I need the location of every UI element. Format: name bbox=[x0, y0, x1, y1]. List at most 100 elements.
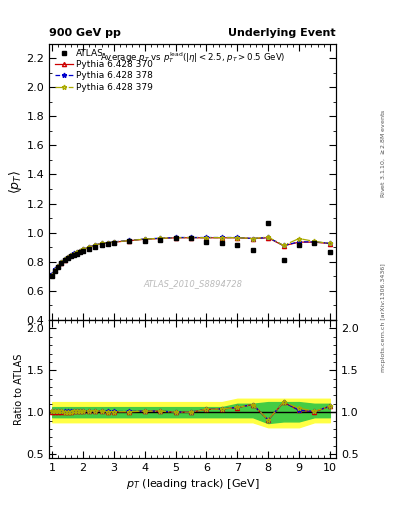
Pythia 6.428 370 bbox=[81, 246, 85, 252]
Pythia 6.428 379 bbox=[204, 234, 209, 241]
Pythia 6.428 378 bbox=[142, 236, 147, 242]
ATLAS bbox=[59, 260, 64, 266]
Text: Average $p_T$ vs $p_T^{\mathrm{lead}}$($|\eta| < 2.5$, $p_T > 0.5$ GeV): Average $p_T$ vs $p_T^{\mathrm{lead}}$($… bbox=[100, 51, 285, 66]
Pythia 6.428 379 bbox=[93, 242, 98, 248]
Pythia 6.428 378 bbox=[266, 234, 270, 241]
ATLAS bbox=[281, 257, 286, 263]
Pythia 6.428 370 bbox=[50, 272, 55, 278]
Pythia 6.428 378 bbox=[93, 242, 98, 248]
Pythia 6.428 379 bbox=[65, 254, 70, 261]
Pythia 6.428 379 bbox=[250, 236, 255, 242]
Line: ATLAS: ATLAS bbox=[50, 221, 332, 278]
ATLAS bbox=[112, 240, 116, 246]
Pythia 6.428 370 bbox=[62, 257, 67, 263]
Pythia 6.428 379 bbox=[327, 241, 332, 247]
ATLAS bbox=[81, 248, 85, 254]
ATLAS bbox=[235, 242, 240, 248]
Line: Pythia 6.428 379: Pythia 6.428 379 bbox=[50, 234, 332, 277]
ATLAS bbox=[105, 241, 110, 247]
ATLAS bbox=[56, 264, 61, 270]
Text: 900 GeV pp: 900 GeV pp bbox=[49, 28, 121, 38]
Text: Rivet 3.1.10, $\geq$2.8M events: Rivet 3.1.10, $\geq$2.8M events bbox=[379, 109, 387, 198]
Pythia 6.428 378 bbox=[53, 266, 58, 272]
Pythia 6.428 370 bbox=[297, 239, 301, 245]
ATLAS bbox=[87, 246, 92, 252]
ATLAS bbox=[250, 247, 255, 253]
Pythia 6.428 378 bbox=[75, 249, 79, 255]
Pythia 6.428 370 bbox=[93, 242, 98, 248]
ATLAS bbox=[62, 257, 67, 263]
Pythia 6.428 370 bbox=[72, 251, 76, 257]
Pythia 6.428 378 bbox=[72, 250, 76, 257]
Pythia 6.428 370 bbox=[281, 243, 286, 249]
Pythia 6.428 378 bbox=[59, 259, 64, 265]
Pythia 6.428 370 bbox=[220, 234, 224, 241]
Pythia 6.428 378 bbox=[127, 238, 132, 244]
Pythia 6.428 370 bbox=[189, 234, 193, 241]
Y-axis label: Ratio to ATLAS: Ratio to ATLAS bbox=[14, 353, 24, 425]
ATLAS bbox=[312, 240, 317, 246]
Pythia 6.428 370 bbox=[250, 236, 255, 242]
Pythia 6.428 379 bbox=[266, 234, 270, 240]
Pythia 6.428 379 bbox=[142, 236, 147, 242]
Pythia 6.428 378 bbox=[220, 234, 224, 241]
Pythia 6.428 370 bbox=[68, 252, 73, 259]
Pythia 6.428 379 bbox=[312, 239, 317, 245]
Pythia 6.428 379 bbox=[56, 263, 61, 269]
Pythia 6.428 370 bbox=[112, 239, 116, 245]
Pythia 6.428 370 bbox=[87, 244, 92, 250]
ATLAS bbox=[327, 249, 332, 255]
Pythia 6.428 370 bbox=[127, 238, 132, 244]
Pythia 6.428 379 bbox=[127, 238, 132, 244]
Text: ATLAS_2010_S8894728: ATLAS_2010_S8894728 bbox=[143, 280, 242, 289]
Pythia 6.428 379 bbox=[158, 236, 163, 242]
Y-axis label: $\langle p_T \rangle$: $\langle p_T \rangle$ bbox=[7, 169, 24, 194]
ATLAS bbox=[204, 239, 209, 245]
Pythia 6.428 379 bbox=[53, 267, 58, 273]
Text: mcplots.cern.ch [arXiv:1306.3436]: mcplots.cern.ch [arXiv:1306.3436] bbox=[381, 263, 386, 372]
Pythia 6.428 379 bbox=[75, 249, 79, 255]
Pythia 6.428 379 bbox=[62, 257, 67, 263]
Pythia 6.428 378 bbox=[77, 247, 82, 253]
ATLAS bbox=[68, 253, 73, 259]
Pythia 6.428 370 bbox=[204, 234, 209, 241]
ATLAS bbox=[127, 239, 132, 245]
X-axis label: $p_T$ (leading track) [GeV]: $p_T$ (leading track) [GeV] bbox=[126, 477, 259, 492]
Pythia 6.428 370 bbox=[59, 260, 64, 266]
ATLAS bbox=[220, 240, 224, 246]
Pythia 6.428 378 bbox=[50, 271, 55, 277]
Pythia 6.428 379 bbox=[81, 246, 85, 252]
Pythia 6.428 378 bbox=[62, 256, 67, 262]
Pythia 6.428 379 bbox=[112, 239, 116, 245]
Text: Underlying Event: Underlying Event bbox=[228, 28, 336, 38]
Pythia 6.428 379 bbox=[50, 271, 55, 278]
Pythia 6.428 370 bbox=[312, 239, 317, 245]
Pythia 6.428 379 bbox=[220, 234, 224, 241]
Pythia 6.428 378 bbox=[204, 234, 209, 241]
Pythia 6.428 370 bbox=[99, 241, 104, 247]
Pythia 6.428 379 bbox=[189, 234, 193, 241]
Pythia 6.428 370 bbox=[158, 236, 163, 242]
Pythia 6.428 379 bbox=[281, 242, 286, 248]
ATLAS bbox=[93, 244, 98, 250]
Pythia 6.428 370 bbox=[327, 241, 332, 247]
Pythia 6.428 370 bbox=[173, 234, 178, 241]
Pythia 6.428 378 bbox=[65, 254, 70, 260]
ATLAS bbox=[65, 255, 70, 261]
Pythia 6.428 379 bbox=[72, 250, 76, 257]
Pythia 6.428 370 bbox=[142, 236, 147, 242]
Pythia 6.428 379 bbox=[297, 236, 301, 242]
Legend: ATLAS, Pythia 6.428 370, Pythia 6.428 378, Pythia 6.428 379: ATLAS, Pythia 6.428 370, Pythia 6.428 37… bbox=[52, 46, 156, 94]
ATLAS bbox=[53, 267, 58, 273]
ATLAS bbox=[72, 252, 76, 259]
ATLAS bbox=[75, 251, 79, 257]
Pythia 6.428 378 bbox=[281, 242, 286, 248]
Pythia 6.428 370 bbox=[53, 267, 58, 273]
Pythia 6.428 378 bbox=[87, 244, 92, 250]
Line: Pythia 6.428 378: Pythia 6.428 378 bbox=[50, 235, 332, 276]
Pythia 6.428 378 bbox=[112, 239, 116, 245]
ATLAS bbox=[99, 242, 104, 248]
Pythia 6.428 379 bbox=[105, 240, 110, 246]
Pythia 6.428 378 bbox=[189, 234, 193, 241]
Pythia 6.428 378 bbox=[235, 234, 240, 241]
